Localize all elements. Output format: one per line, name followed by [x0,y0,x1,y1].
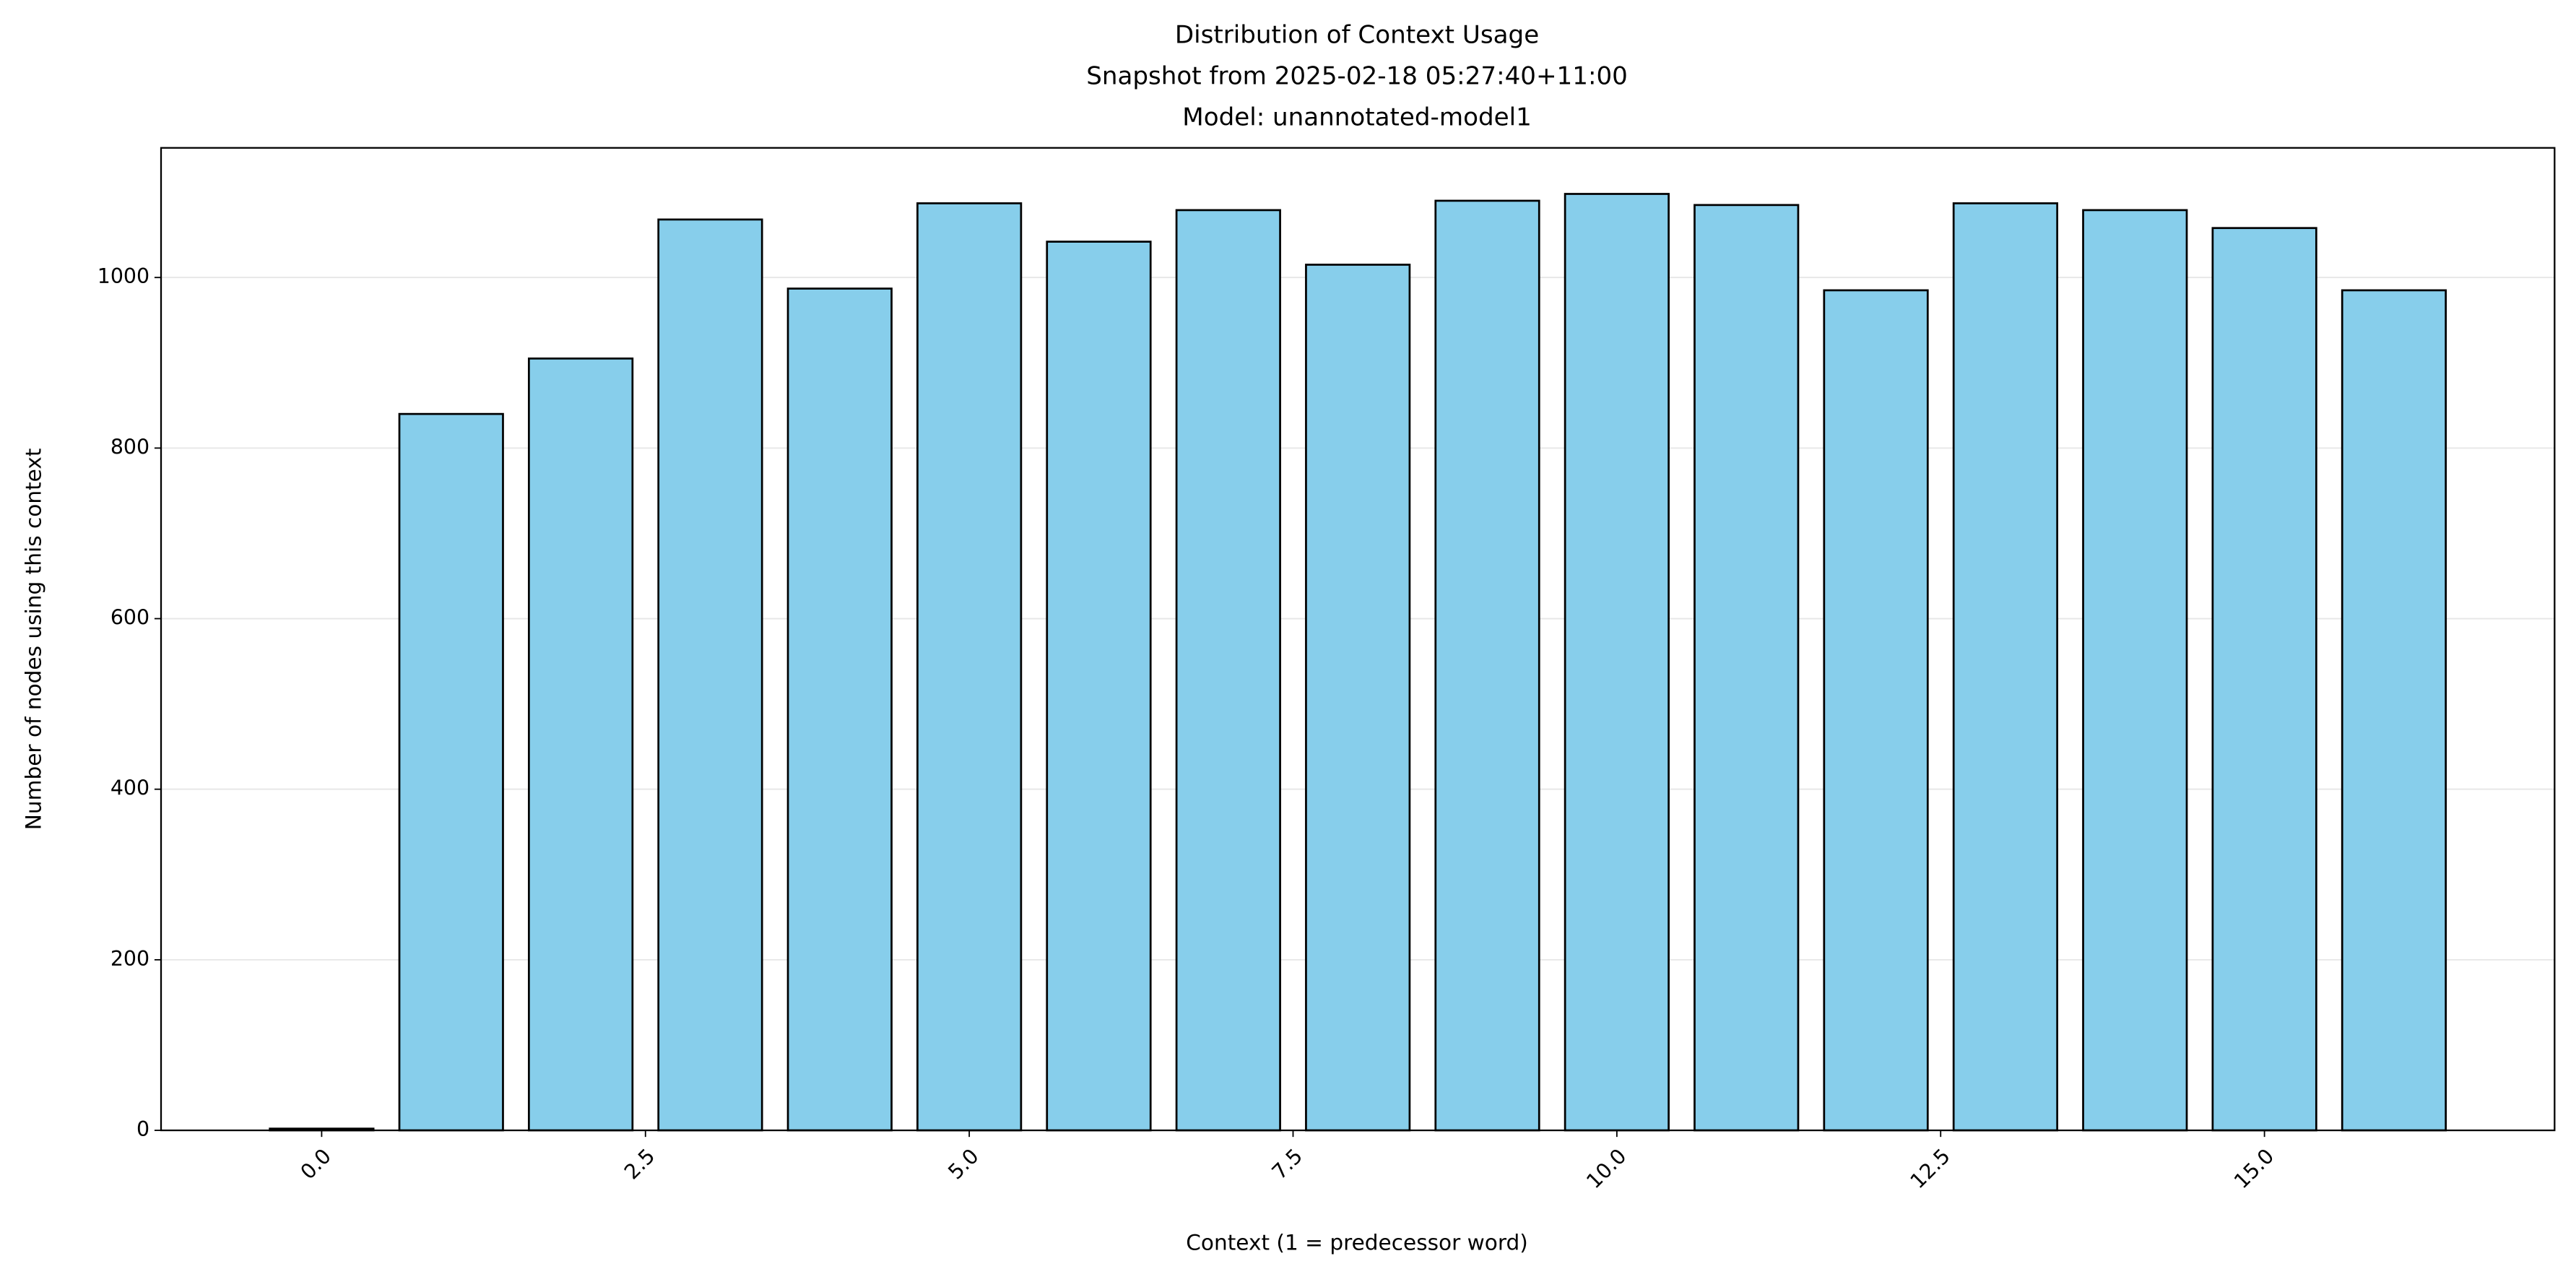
y-tick-label: 0 [136,1117,149,1141]
bar [1564,193,1670,1132]
bar [398,412,504,1132]
x-axis-label: Context (1 = predecessor word) [1186,1230,1528,1255]
bar [657,218,763,1132]
bar [916,202,1023,1132]
bar [2341,289,2447,1132]
bar [1434,199,1540,1132]
bar [1952,202,2059,1132]
y-tick-label: 400 [110,776,149,800]
chart-subtitle: Snapshot from 2025-02-18 05:27:40+11:00 [1086,61,1628,90]
y-tick-label: 1000 [97,264,149,288]
plot-frame [160,147,2556,1132]
bar [1046,241,1152,1132]
bar [786,287,893,1132]
bar [1305,264,1411,1132]
chart-title: Distribution of Context Usage [1175,21,1539,50]
bar [1823,289,1929,1132]
bar [527,358,634,1132]
chart-subtitle: Model: unannotated-model1 [1182,103,1532,131]
y-tick-label: 200 [110,947,149,971]
bar [1694,204,1800,1132]
y-tick-label: 600 [110,606,149,630]
y-axis-label: Number of nodes using this context [21,449,45,831]
y-tick-label: 800 [110,435,149,459]
bar [2211,227,2317,1132]
bar [2082,209,2188,1132]
bar [1175,209,1281,1132]
